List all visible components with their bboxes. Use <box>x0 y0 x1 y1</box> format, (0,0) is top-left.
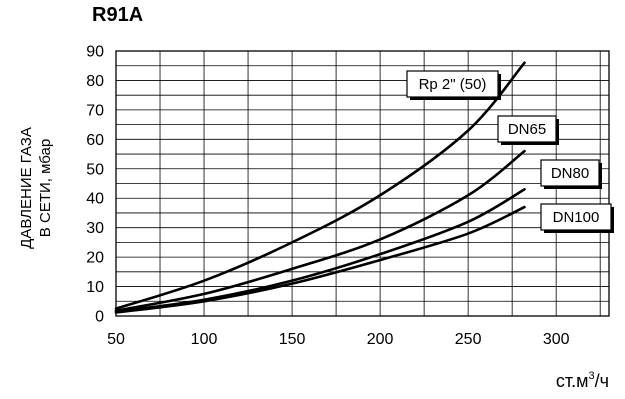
series-label-dn65: DN65 <box>497 115 559 145</box>
series-lines <box>114 61 526 314</box>
y-tick-label: 20 <box>86 250 104 267</box>
x-axis-label-main: ст.м <box>556 371 589 391</box>
x-axis-label-sup: 3 <box>588 370 594 382</box>
series-label-text: Rp 2" (50) <box>419 76 487 93</box>
series-label-box <box>540 203 612 231</box>
y-tick-label: 70 <box>86 102 104 119</box>
x-axis-label-tail: /ч <box>595 371 609 391</box>
chart-title: R91A <box>92 4 143 26</box>
y-tick-label: 0 <box>95 309 104 326</box>
x-tick-label: 100 <box>191 331 218 348</box>
x-tick-label: 150 <box>279 331 306 348</box>
series-line-dn100 <box>114 205 526 314</box>
y-tick-label: 40 <box>86 191 104 208</box>
grid-lines <box>115 50 610 317</box>
y-tick-label: 90 <box>86 44 104 61</box>
y-tick-label: 60 <box>86 132 104 149</box>
y-tick-label: 80 <box>86 73 104 90</box>
series-labels: Rp 2" (50) DN65 DN80 DN100 <box>406 70 614 233</box>
series-label-text: DN80 <box>551 165 589 182</box>
series-label-box <box>497 115 557 143</box>
series-label-text: DN65 <box>508 121 546 138</box>
y-tick-label: 30 <box>86 220 104 237</box>
y-axis-label-line1: ДАВЛЕНИЕ ГАЗА <box>18 127 35 249</box>
series-label-rp-2-50: Rp 2" (50) <box>406 70 501 100</box>
x-axis-label: ст.м3/ч <box>556 370 609 391</box>
series-label-dn80: DN80 <box>540 159 602 189</box>
series-line-dn65 <box>114 149 526 312</box>
series-label-box <box>406 70 499 98</box>
series-label-dn100: DN100 <box>540 203 614 233</box>
y-axis-label-line2: В СЕТИ, мбар <box>37 139 54 237</box>
y-axis-label: ДАВЛЕНИЕ ГАЗА В СЕТИ, мбар <box>18 127 54 249</box>
x-tick-label: 200 <box>367 331 394 348</box>
y-tick-label: 50 <box>86 161 104 178</box>
x-tick-label: 50 <box>107 331 125 348</box>
plot-frame <box>115 50 610 317</box>
series-label-text: DN100 <box>553 209 600 226</box>
y-tick-label: 10 <box>86 279 104 296</box>
axis-ticks: 50 100 150 200 250 300 0 10 20 30 40 50 60 70 80 90 <box>86 44 569 349</box>
series-line-dn80 <box>114 188 526 313</box>
x-tick-label: 250 <box>455 331 482 348</box>
series-label-box <box>540 159 600 187</box>
series-line-rp-2-50 <box>114 61 526 310</box>
x-tick-label: 300 <box>543 331 570 348</box>
